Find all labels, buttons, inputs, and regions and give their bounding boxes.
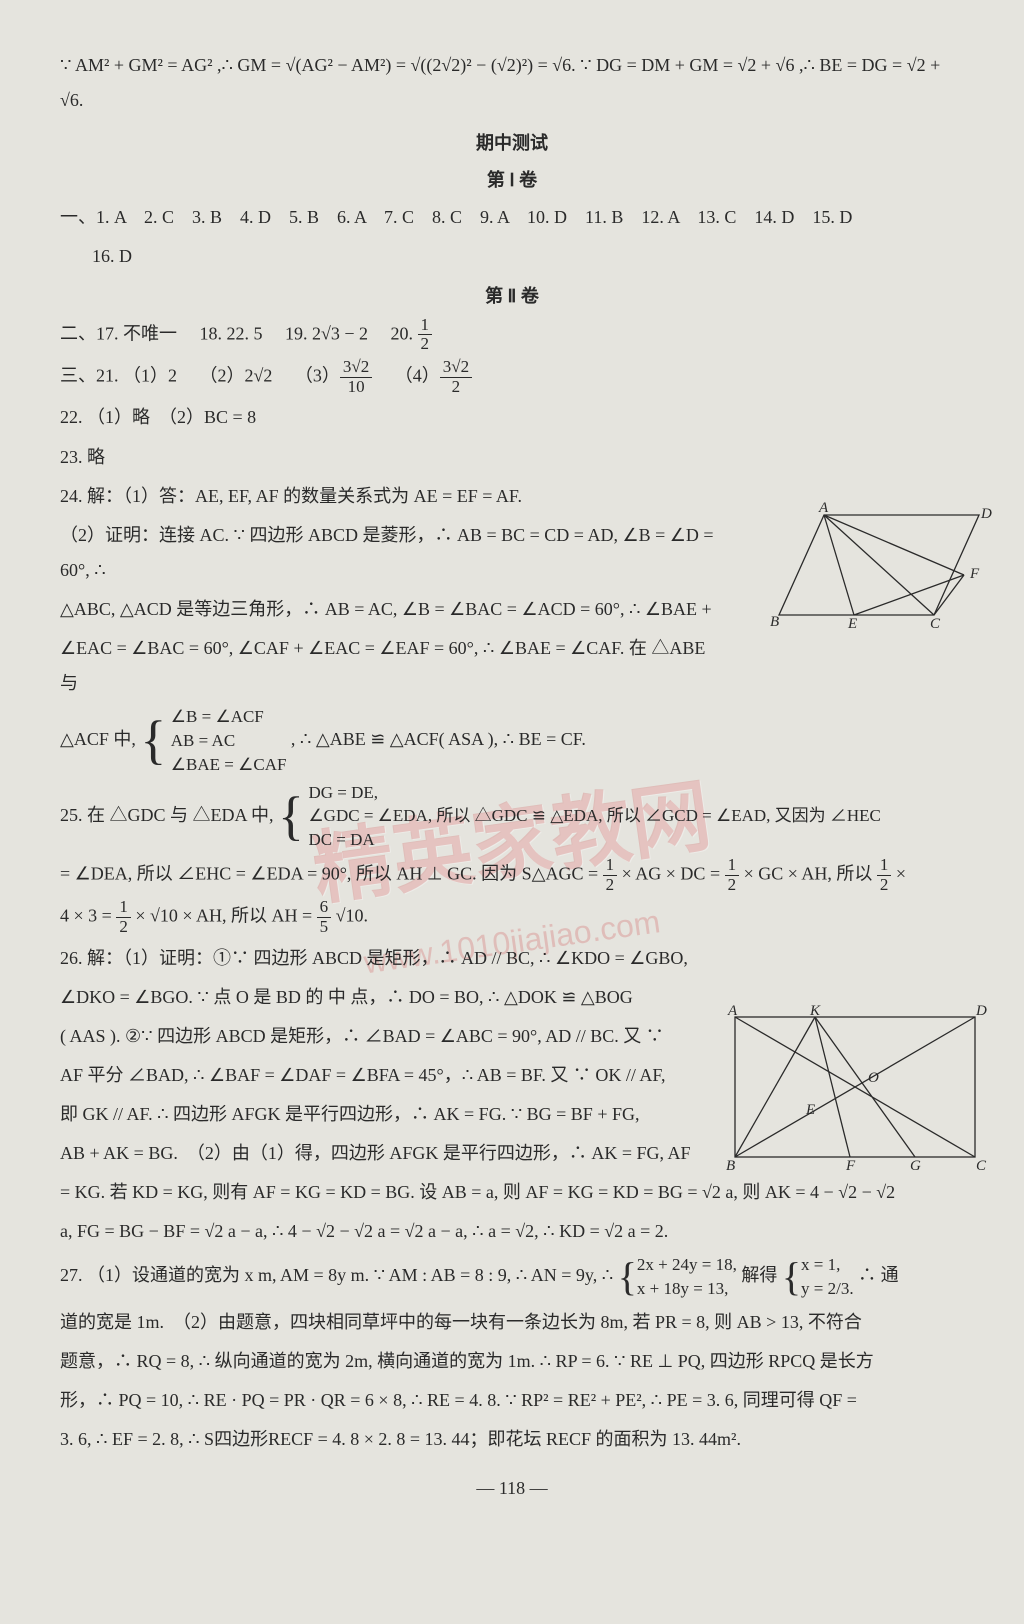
q26-8: a, FG = BG − BF = √2 a − a, ∴ 4 − √2 − √… xyxy=(60,1214,964,1249)
q24-1: 24. 解：（1）答：AE, EF, AF 的数量关系式为 AE = EF = … xyxy=(60,479,964,514)
part2-title: 第 Ⅱ 卷 xyxy=(60,279,964,314)
q24-5: △ACF 中, { ∠B = ∠ACFAB = AC∠BAE = ∠CAF , … xyxy=(60,705,714,776)
top-equation: ∵ AM² + GM² = AG² ,∴ GM = √(AG² − AM²) =… xyxy=(60,48,964,118)
q25-1: 25. 在 △GDC 与 △EDA 中, { DG = DE,∠GDC = ∠E… xyxy=(60,781,964,852)
q25-2: = ∠DEA, 所以 ∠EHC = ∠EDA = 90°, 所以 AH ⊥ GC… xyxy=(60,856,964,894)
q26-1: 26. 解：（1）证明：①∵ 四边形 ABCD 是矩形，∴ AD // BC, … xyxy=(60,941,714,976)
q26-5: 即 GK // AF. ∴ 四边形 AFGK 是平行四边形，∴ AK = FG.… xyxy=(60,1097,714,1132)
svg-text:C: C xyxy=(976,1158,987,1172)
q27-2: 道的宽是 1m. （2）由题意，四块相同草坪中的每一块有一条边长为 8m, 若 … xyxy=(60,1305,964,1340)
q26-2: ∠DKO = ∠BGO. ∵ 点 O 是 BD 的 中 点，∴ DO = BO,… xyxy=(60,980,714,1015)
q25-3: 4 × 3 = 12 × √10 × AH, 所以 AH = 65 √10. xyxy=(60,898,964,936)
section1-answers-cont: 16. D xyxy=(60,239,964,274)
svg-text:D: D xyxy=(975,1003,987,1019)
section3-q21: 三、21. （1）2 （2）2√2 （3）3√210 （4）3√22 xyxy=(60,358,964,396)
q22: 22. （1）略 （2）BC = 8 xyxy=(60,400,964,435)
svg-text:D: D xyxy=(980,506,992,522)
q26-4: AF 平分 ∠BAD, ∴ ∠BAF = ∠DAF = ∠BFA = 45°，∴… xyxy=(60,1058,714,1093)
q24-2: （2）证明：连接 AC. ∵ 四边形 ABCD 是菱形，∴ AB = BC = … xyxy=(60,518,714,588)
q24-4: ∠EAC = ∠BAC = 60°, ∠CAF + ∠EAC = ∠EAF = … xyxy=(60,631,714,701)
q26-7: = KG. 若 KD = KG, 则有 AF = KG = KD = BG. 设… xyxy=(60,1175,964,1210)
midterm-title: 期中测试 xyxy=(60,126,964,161)
q27-5: 3. 6, ∴ EF = 2. 8, ∴ S四边形RECF = 4. 8 × 2… xyxy=(60,1422,964,1457)
q26-3: ( AAS ). ②∵ 四边形 ABCD 是矩形，∴ ∠BAD = ∠ABC =… xyxy=(60,1019,714,1054)
svg-text:F: F xyxy=(969,566,980,582)
part1-title: 第 Ⅰ 卷 xyxy=(60,163,964,198)
q24-3: △ABC, △ACD 是等边三角形，∴ AB = AC, ∠B = ∠BAC =… xyxy=(60,592,714,627)
q27-4: 形，∴ PQ = 10, ∴ RE · PQ = PR · QR = 6 × 8… xyxy=(60,1383,964,1418)
page-number: — 118 — xyxy=(60,1471,964,1506)
q27-3: 题意，∴ RQ = 8, ∴ 纵向通道的宽为 2m, 横向通道的宽为 1m. ∴… xyxy=(60,1344,964,1379)
section2-line: 二、17. 不唯一 18. 22. 5 19. 2√3 − 2 20. 12 xyxy=(60,316,964,354)
section1-answers: 一、1. A 2. C 3. B 4. D 5. B 6. A 7. C 8. … xyxy=(60,200,964,235)
q26-6: AB + AK = BG. （2）由（1）得，四边形 AFGK 是平行四边形，∴… xyxy=(60,1136,964,1171)
q23: 23. 略 xyxy=(60,440,964,475)
q27-1: 27. （1）设通道的宽为 x m, AM = 8y m. ∵ AM : AB … xyxy=(60,1253,964,1301)
